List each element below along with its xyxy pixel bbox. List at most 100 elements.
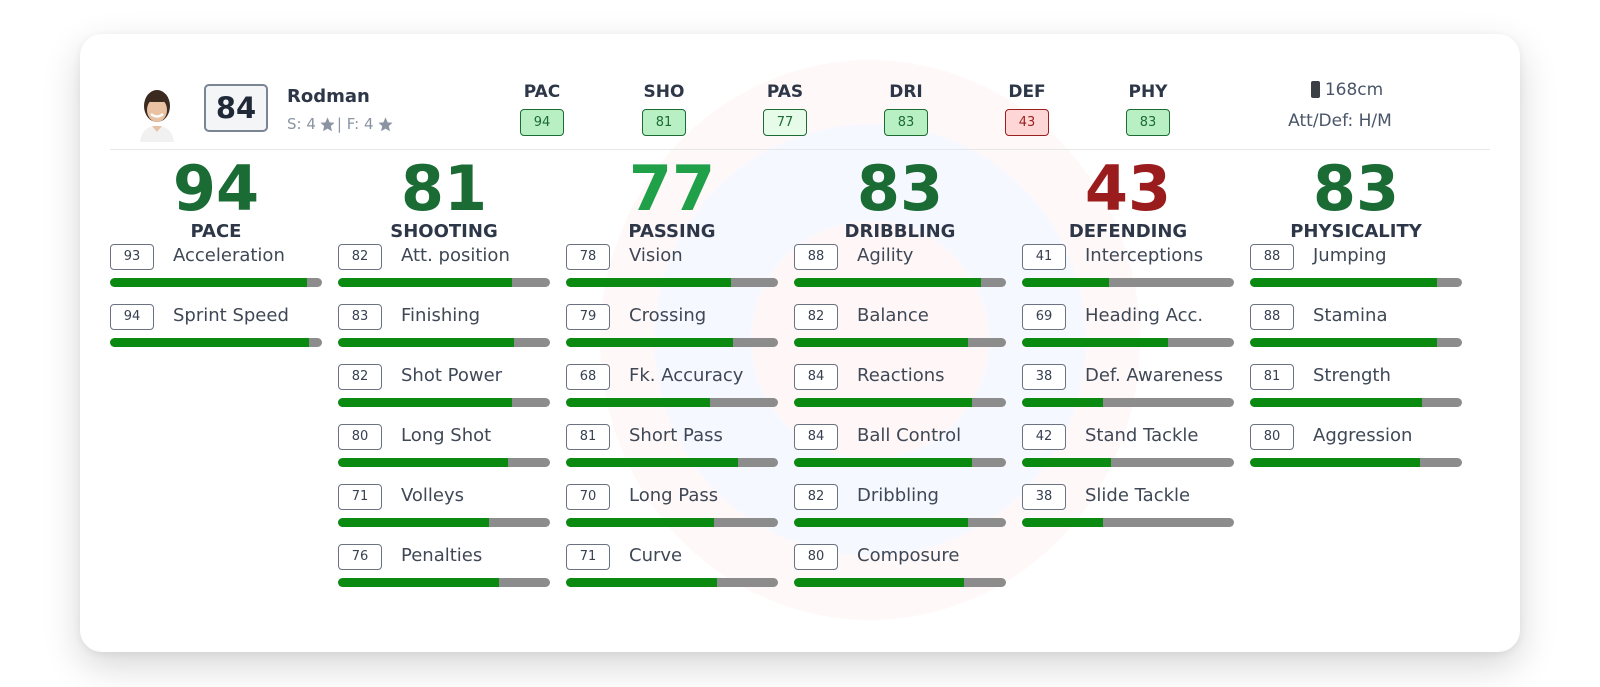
attribute-name: Volleys [401, 485, 465, 506]
attribute-name: Jumping [1313, 245, 1387, 266]
attribute-bar-fill [566, 278, 732, 287]
attribute-row: 41 Interceptions [1022, 244, 1234, 304]
attribute-row: 69 Heading Acc. [1022, 304, 1234, 364]
attribute-name: Long Pass [629, 485, 719, 506]
attribute-bar-fill [338, 458, 508, 467]
attribute-name: Long Shot [401, 425, 492, 446]
category-score: 81 [400, 152, 488, 225]
attribute-bar [566, 338, 778, 347]
header-stat-def: DEF 43 [992, 82, 1062, 136]
attribute-row: 88 Stamina [1250, 304, 1462, 364]
attribute-name: Dribbling [857, 485, 939, 506]
player-name[interactable]: Rodman [287, 86, 370, 107]
attribute-bar-fill [566, 338, 734, 347]
attribute-bar-fill [566, 398, 711, 407]
header-stat-label: DEF [1008, 82, 1046, 102]
stat-column-pace: 94 PACE 93 Acceleration 94 Sprint Speed [110, 152, 322, 364]
header-stat-value: 94 [520, 109, 564, 136]
attribute-row: 83 Finishing [338, 304, 550, 364]
attribute-row: 82 Shot Power [338, 364, 550, 424]
attribute-bar-fill [338, 398, 512, 407]
attribute-bar [566, 518, 778, 527]
attribute-name: Agility [857, 245, 914, 266]
attribute-bar-fill [794, 578, 964, 587]
attribute-name: Shot Power [401, 365, 503, 386]
attribute-name: Vision [629, 245, 683, 266]
attribute-value: 88 [1250, 304, 1294, 330]
attribute-row: 84 Ball Control [794, 424, 1006, 484]
attribute-name: Crossing [629, 305, 707, 326]
attribute-bar [794, 578, 1006, 587]
category-name: PACE [190, 221, 242, 242]
attribute-bar-fill [566, 518, 715, 527]
attribute-bar-fill [1250, 398, 1422, 407]
header-stat-label: PAC [523, 82, 561, 102]
attribute-bar [794, 398, 1006, 407]
attribute-row: 42 Stand Tackle [1022, 424, 1234, 484]
category-name: DRIBBLING [844, 221, 956, 242]
category-score: 77 [628, 152, 716, 225]
attribute-bar [566, 278, 778, 287]
attribute-bar [566, 398, 778, 407]
header-stat-value: 83 [884, 109, 928, 136]
attribute-bar-fill [566, 578, 717, 587]
attribute-row: 88 Jumping [1250, 244, 1462, 304]
attribute-row: 71 Curve [566, 544, 778, 604]
star-icon [377, 116, 393, 131]
attribute-bar-fill [338, 338, 514, 347]
attribute-value: 38 [1022, 364, 1066, 390]
attribute-value: 80 [1250, 424, 1294, 450]
attribute-row: 38 Slide Tackle [1022, 484, 1234, 544]
header-stat-label: SHO [643, 82, 685, 102]
player-avatar[interactable] [136, 86, 178, 142]
attribute-value: 69 [1022, 304, 1066, 330]
attribute-bar-fill [338, 278, 512, 287]
attribute-name: Strength [1313, 365, 1391, 386]
attribute-bar [338, 578, 550, 587]
stat-column-dribbling: 83 DRIBBLING 88 Agility 82 Balance 84 Reactions… [794, 152, 1006, 604]
attribute-value: 93 [110, 244, 154, 270]
attribute-value: 68 [566, 364, 610, 390]
attribute-bar [1250, 278, 1462, 287]
attribute-row: 38 Def. Awareness [1022, 364, 1234, 424]
attribute-row: 70 Long Pass [566, 484, 778, 544]
header-stat-label: DRI [889, 82, 923, 102]
attribute-bar-fill [794, 278, 981, 287]
player-height: 168cm [1282, 80, 1412, 100]
header-stat-value: 81 [642, 109, 686, 136]
attribute-value: 80 [338, 424, 382, 450]
attribute-row: 78 Vision [566, 244, 778, 304]
star-icon [320, 116, 335, 131]
attribute-name: Reactions [857, 365, 945, 386]
attribute-row: 88 Agility [794, 244, 1006, 304]
attribute-value: 71 [566, 544, 610, 570]
attribute-bar-fill [1250, 338, 1437, 347]
attribute-bar [794, 518, 1006, 527]
stat-column-physicality: 83 PHYSICALITY 88 Jumping 88 Stamina 81 Strengt… [1250, 152, 1462, 484]
attribute-value: 80 [794, 544, 838, 570]
category-score: 83 [1312, 152, 1400, 225]
header-stat-sho: SHO 81 [629, 82, 699, 136]
attribute-bar-fill [110, 338, 310, 347]
attribute-bar [1022, 518, 1234, 527]
category-name: PHYSICALITY [1290, 221, 1422, 242]
attribute-bar-fill [338, 518, 489, 527]
attribute-bar [110, 338, 322, 347]
overall-rating: 84 [204, 84, 268, 132]
attribute-name: Heading Acc. [1085, 305, 1204, 326]
attribute-bar [1022, 458, 1234, 467]
attribute-bar-fill [1022, 458, 1112, 467]
attribute-bar [1022, 278, 1234, 287]
attribute-bar-fill [794, 458, 973, 467]
attribute-value: 79 [566, 304, 610, 330]
attribute-name: Curve [629, 545, 683, 566]
attribute-value: 76 [338, 544, 382, 570]
attribute-row: 84 Reactions [794, 364, 1006, 424]
attribute-row: 82 Att. position [338, 244, 550, 304]
category-name: DEFENDING [1068, 221, 1188, 242]
attribute-row: 81 Strength [1250, 364, 1462, 424]
attribute-value: 88 [794, 244, 838, 270]
attribute-name: Short Pass [629, 425, 723, 446]
attribute-name: Composure [857, 545, 960, 566]
attribute-value: 82 [794, 304, 838, 330]
